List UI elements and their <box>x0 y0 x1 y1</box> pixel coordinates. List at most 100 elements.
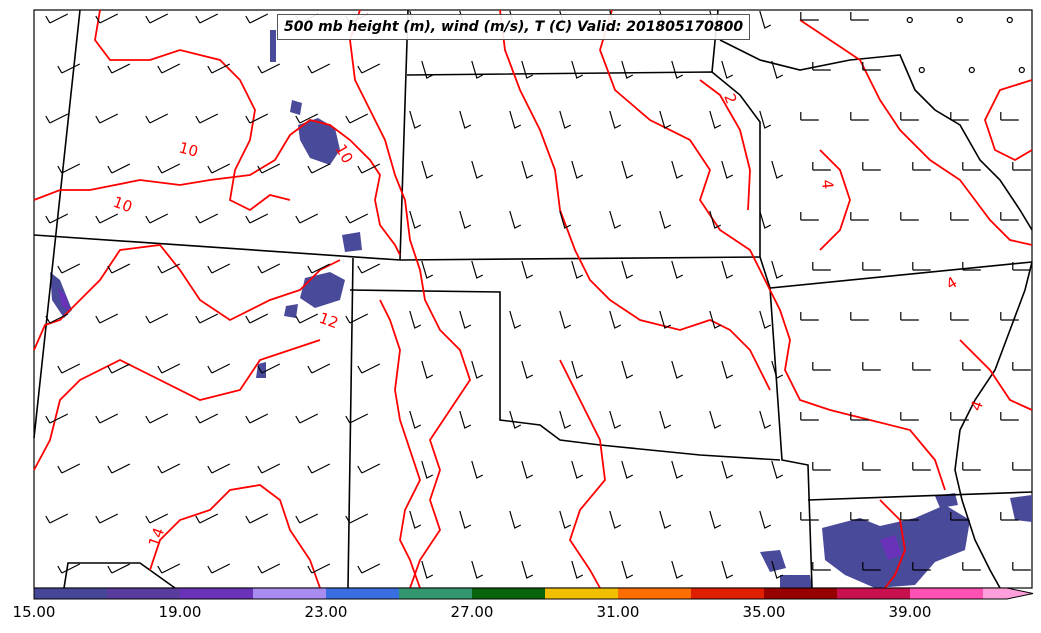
calm-wind-marker <box>956 16 963 24</box>
wind-barb <box>671 460 684 479</box>
wind-barb <box>421 60 434 79</box>
wind-barb <box>207 63 231 74</box>
wind-barb <box>195 413 219 424</box>
wind-barb <box>357 463 381 474</box>
wind-barb <box>409 210 422 229</box>
wind-barb <box>559 510 572 529</box>
wind-barb <box>621 460 634 479</box>
wind-barb <box>459 210 472 229</box>
wind-barb <box>559 410 572 429</box>
temperature-contours <box>33 9 1033 589</box>
wind-barb <box>659 110 672 129</box>
calm-wind-marker <box>1018 66 1025 74</box>
wind-barb <box>307 463 331 474</box>
colorbar-segment <box>399 588 473 599</box>
wind-barb <box>459 510 472 529</box>
colorbar-segment <box>764 588 838 599</box>
colorbar-tick-label: 39.00 <box>888 603 932 621</box>
wind-barb <box>962 562 981 571</box>
wind-barb <box>245 313 269 324</box>
wind-barb <box>1012 462 1031 471</box>
wind-barb <box>245 113 269 124</box>
wind-barb <box>1000 212 1019 221</box>
wind-barb <box>207 163 231 174</box>
contour-label: 12 <box>317 309 341 332</box>
wind-barb <box>950 512 969 521</box>
wind-barb <box>459 310 472 329</box>
wind-barb <box>900 412 919 421</box>
wind-barb <box>421 460 434 479</box>
wind-barb <box>571 260 584 279</box>
wind-barb <box>912 362 931 371</box>
wind-barb <box>912 262 931 271</box>
wind-barb <box>709 510 722 529</box>
wind-barb <box>345 113 369 124</box>
wind-barb <box>421 360 434 379</box>
wind-barb <box>207 363 231 374</box>
wind-barb <box>850 212 869 221</box>
wind-barb <box>471 60 484 79</box>
wind-barb <box>1012 362 1031 371</box>
wind-barb <box>521 60 534 79</box>
wind-barb <box>521 560 534 579</box>
wind-barb <box>195 513 219 524</box>
wind-barb <box>771 560 784 579</box>
wind-barb <box>1012 562 1031 571</box>
wind-barb <box>571 460 584 479</box>
wind-barb <box>812 462 831 471</box>
wind-barb <box>57 563 81 574</box>
wind-barb <box>862 62 881 71</box>
wind-barb <box>721 460 734 479</box>
colorbar-segment <box>326 588 400 599</box>
wind-barb <box>812 362 831 371</box>
wind-barb <box>459 410 472 429</box>
wind-barb <box>800 512 819 521</box>
wind-barb <box>157 463 181 474</box>
map-title: 500 mb height (m), wind (m/s), T (C) Val… <box>277 14 751 40</box>
wind-barb <box>812 162 831 171</box>
wind-barb <box>45 213 69 224</box>
wind-barb <box>57 163 81 174</box>
wind-barb <box>95 13 119 24</box>
wind-barb <box>195 113 219 124</box>
wind-barb <box>850 312 869 321</box>
wind-barb <box>357 163 381 174</box>
wind-barb <box>295 413 319 424</box>
wind-barb <box>195 313 219 324</box>
wind-barb <box>671 560 684 579</box>
wind-barb <box>345 513 369 524</box>
wind-barb <box>759 110 772 129</box>
colorbar-segment <box>107 588 181 599</box>
wind-barb <box>950 212 969 221</box>
wind-barb <box>345 413 369 424</box>
wind-barb <box>307 63 331 74</box>
colorbar-segment <box>472 588 546 599</box>
wind-barb <box>721 160 734 179</box>
colorbar-segment <box>691 588 765 599</box>
wind-barb <box>357 263 381 274</box>
wind-barb <box>950 412 969 421</box>
wind-barb <box>771 460 784 479</box>
wind-barb <box>57 63 81 74</box>
contour-label: 4 <box>818 179 837 190</box>
wind-barb <box>671 60 684 79</box>
wind-barb <box>912 462 931 471</box>
wind-barb <box>812 262 831 271</box>
calm-wind-marker <box>906 16 913 24</box>
wind-barb <box>357 563 381 574</box>
wind-barb <box>862 362 881 371</box>
wind-barb <box>509 110 522 129</box>
wind-barb <box>57 463 81 474</box>
wind-barb <box>45 313 69 324</box>
wind-barb <box>95 513 119 524</box>
wind-barb <box>621 360 634 379</box>
contour-label: 10 <box>111 193 135 216</box>
wind-barb <box>621 560 634 579</box>
wind-barb <box>471 560 484 579</box>
colorbar <box>33 587 1034 600</box>
wind-barb <box>357 363 381 374</box>
wind-barb <box>1012 162 1031 171</box>
wind-speed-shading <box>50 30 1032 588</box>
wind-barb <box>709 310 722 329</box>
wind-barb <box>721 560 734 579</box>
